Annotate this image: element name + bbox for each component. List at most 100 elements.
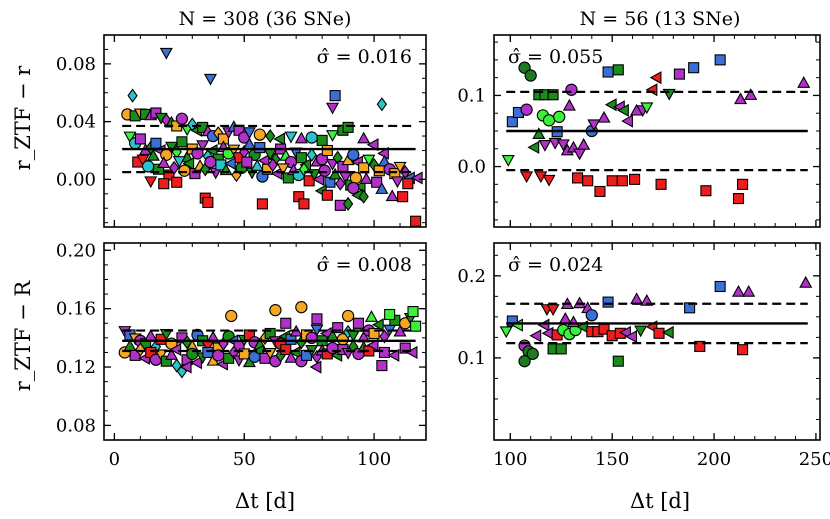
data-point	[553, 110, 566, 123]
data-point	[700, 185, 712, 197]
data-point	[160, 355, 172, 367]
data-point	[303, 175, 315, 187]
data-point	[256, 198, 268, 210]
data-point	[555, 343, 567, 355]
sigma-annotation: σ̂ = 0.008	[317, 254, 412, 276]
data-point	[349, 171, 363, 185]
data-point	[542, 114, 556, 127]
data-point	[714, 54, 726, 66]
data-point	[594, 185, 606, 197]
data-point	[378, 346, 391, 358]
data-point	[529, 329, 542, 343]
data-point	[731, 284, 746, 297]
data-point	[366, 338, 379, 352]
data-point	[410, 215, 422, 227]
data-point	[150, 137, 162, 149]
data-point	[368, 327, 380, 340]
data-point	[347, 181, 360, 195]
data-point	[366, 138, 379, 152]
data-point	[312, 172, 325, 186]
data-point	[123, 131, 137, 144]
data-point	[634, 325, 648, 338]
data-point	[506, 315, 518, 327]
data-point	[714, 280, 726, 293]
data-point	[316, 134, 328, 146]
data-point	[399, 342, 411, 354]
data-point	[373, 165, 385, 177]
title-right: N = 56 (13 SNe)	[580, 8, 741, 30]
data-point	[737, 178, 749, 190]
data-point	[175, 112, 189, 125]
data-point	[573, 296, 587, 309]
data-point	[334, 199, 346, 211]
data-point	[164, 348, 179, 360]
x-tick-label: 250	[799, 449, 830, 470]
data-point	[737, 344, 749, 356]
data-point	[506, 116, 518, 128]
title-left: N = 308 (36 SNe)	[179, 8, 352, 30]
data-point	[267, 157, 278, 173]
data-point	[587, 119, 601, 132]
data-point	[359, 172, 373, 184]
data-point	[402, 178, 414, 190]
y-tick-label: 0.04	[56, 112, 96, 133]
y-tick-label: 0.0	[457, 157, 486, 178]
axes-frame	[103, 34, 427, 228]
data-point	[556, 139, 570, 152]
data-point	[144, 329, 158, 341]
data-point	[202, 196, 214, 209]
data-point	[270, 167, 283, 181]
x-tick-label: 100	[357, 449, 391, 470]
panel-bottom-right: 100 150 200 250 0.1 0.2 σ̂ = 0.024	[457, 242, 830, 470]
y-tick-label: 0.1	[457, 348, 486, 369]
data-point	[179, 360, 192, 374]
data-point	[571, 172, 584, 184]
data-point	[284, 350, 298, 363]
data-point	[542, 174, 556, 187]
data-point	[329, 90, 341, 102]
data-point	[526, 347, 539, 360]
data-point	[649, 71, 662, 85]
data-point	[157, 156, 171, 168]
data-point	[152, 163, 165, 175]
data-point	[182, 156, 195, 171]
data-point	[306, 147, 317, 162]
x-tick-label: 150	[595, 449, 629, 470]
data-point	[135, 342, 146, 357]
data-point	[547, 89, 559, 101]
y-tick-label: 0.00	[56, 169, 96, 190]
data-point	[410, 320, 422, 332]
data-point	[352, 317, 365, 329]
data-point	[538, 140, 552, 152]
data-point	[653, 327, 665, 339]
data-point	[204, 155, 217, 169]
data-point	[332, 322, 344, 334]
data-point	[305, 131, 318, 144]
data-point	[387, 348, 400, 362]
data-point	[407, 306, 419, 318]
data-point	[604, 98, 617, 112]
data-point	[520, 103, 533, 116]
panel-bottom-left: 0 50 100 0.08 0.12 0.16 0.20 σ̂ = 0.008	[56, 240, 427, 470]
data-point	[265, 128, 276, 144]
data-point	[524, 69, 537, 82]
data-point	[364, 310, 379, 322]
data-point	[577, 137, 591, 150]
data-point	[146, 148, 160, 161]
data-point	[328, 167, 342, 180]
data-point	[612, 64, 624, 76]
data-point	[273, 132, 286, 146]
ylabel-bottom: r_ZTF − R	[11, 280, 35, 392]
y-tick-label: 0.12	[56, 357, 96, 378]
y-tick-label: 0.20	[56, 240, 96, 261]
data-point	[744, 88, 758, 100]
data-point	[694, 340, 706, 352]
data-point	[205, 143, 218, 158]
data-point	[673, 68, 685, 80]
data-point	[311, 313, 323, 325]
data-point	[321, 144, 333, 157]
data-point	[585, 309, 598, 322]
data-point	[520, 171, 534, 184]
data-point	[655, 178, 667, 190]
data-point	[223, 156, 236, 171]
